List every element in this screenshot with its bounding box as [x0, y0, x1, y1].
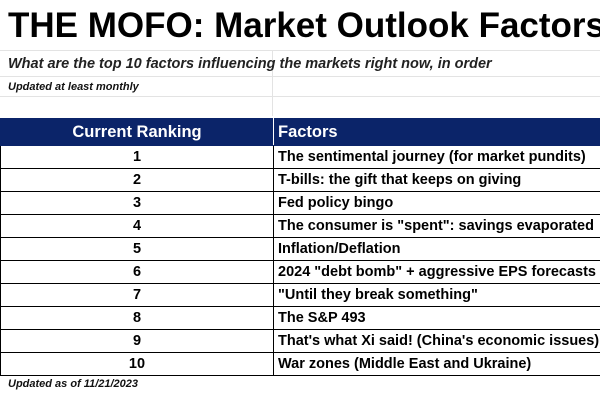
- page-title[interactable]: THE MOFO: Market Outlook Factors: [8, 6, 600, 45]
- table-row: 2 T-bills: the gift that keeps on giving: [0, 168, 600, 192]
- factor-cell[interactable]: That's what Xi said! (China's economic i…: [273, 329, 600, 353]
- table-row: 6 2024 "debt bomb" + aggressive EPS fore…: [0, 260, 600, 284]
- rank-cell[interactable]: 1: [0, 145, 274, 169]
- rank-cell[interactable]: 2: [0, 168, 274, 192]
- column-header-factors[interactable]: Factors: [273, 118, 600, 146]
- table-row: 1 The sentimental journey (for market pu…: [0, 145, 600, 169]
- rank-cell[interactable]: 10: [0, 352, 274, 376]
- table-header-row: Current Ranking Factors: [0, 118, 600, 146]
- factor-cell[interactable]: Inflation/Deflation: [273, 237, 600, 261]
- rank-cell[interactable]: 7: [0, 283, 274, 307]
- factor-cell[interactable]: Fed policy bingo: [273, 191, 600, 215]
- factor-cell[interactable]: 2024 "debt bomb" + aggressive EPS foreca…: [273, 260, 600, 284]
- table-row: 10 War zones (Middle East and Ukraine): [0, 352, 600, 376]
- gridline: [0, 96, 600, 97]
- factors-table: Current Ranking Factors 1 The sentimenta…: [0, 118, 600, 376]
- table-row: 3 Fed policy bingo: [0, 191, 600, 215]
- table-row: 8 The S&P 493: [0, 306, 600, 330]
- factor-cell[interactable]: T-bills: the gift that keeps on giving: [273, 168, 600, 192]
- updated-as-of-note[interactable]: Updated as of 11/21/2023: [8, 378, 139, 390]
- update-frequency-note[interactable]: Updated at least monthly: [8, 81, 139, 93]
- gridline: [0, 50, 600, 51]
- table-row: 9 That's what Xi said! (China's economic…: [0, 329, 600, 353]
- rank-cell[interactable]: 5: [0, 237, 274, 261]
- gridline: [0, 76, 600, 77]
- factor-cell[interactable]: War zones (Middle East and Ukraine): [273, 352, 600, 376]
- rank-cell[interactable]: 3: [0, 191, 274, 215]
- factor-cell[interactable]: "Until they break something": [273, 283, 600, 307]
- page-subtitle[interactable]: What are the top 10 factors influencing …: [8, 56, 492, 72]
- column-header-ranking[interactable]: Current Ranking: [0, 118, 274, 146]
- factor-cell[interactable]: The sentimental journey (for market pund…: [273, 145, 600, 169]
- table-row: 5 Inflation/Deflation: [0, 237, 600, 261]
- factor-cell[interactable]: The S&P 493: [273, 306, 600, 330]
- gridline: [272, 50, 273, 116]
- rank-cell[interactable]: 9: [0, 329, 274, 353]
- rank-cell[interactable]: 6: [0, 260, 274, 284]
- rank-cell[interactable]: 4: [0, 214, 274, 238]
- factor-cell[interactable]: The consumer is "spent": savings evapora…: [273, 214, 600, 238]
- rank-cell[interactable]: 8: [0, 306, 274, 330]
- table-row: 4 The consumer is "spent": savings evapo…: [0, 214, 600, 238]
- table-row: 7 "Until they break something": [0, 283, 600, 307]
